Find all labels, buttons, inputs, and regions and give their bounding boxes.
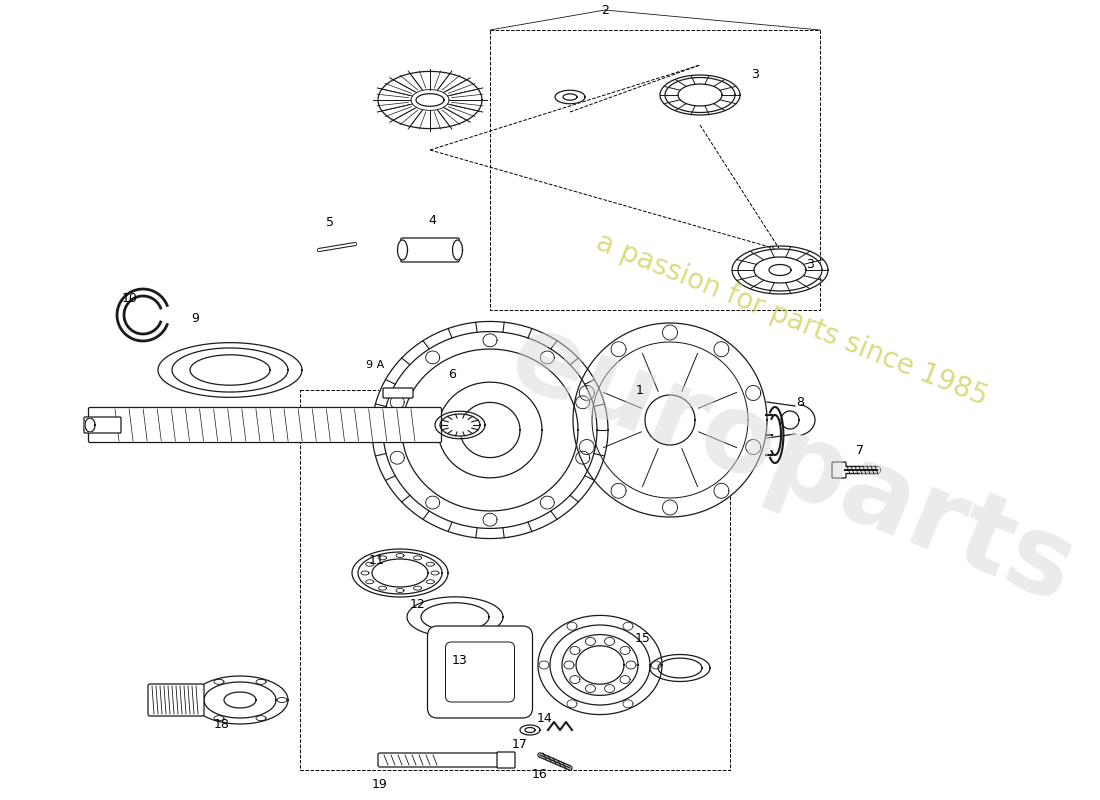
Text: 4: 4 (428, 214, 436, 226)
Text: 8: 8 (796, 395, 804, 409)
Polygon shape (540, 351, 554, 364)
Polygon shape (666, 78, 735, 113)
FancyBboxPatch shape (497, 752, 515, 768)
Text: 10: 10 (122, 291, 138, 305)
Polygon shape (372, 322, 608, 538)
Text: 5: 5 (326, 215, 334, 229)
Polygon shape (612, 342, 626, 357)
Polygon shape (538, 615, 662, 714)
Polygon shape (575, 396, 590, 409)
FancyBboxPatch shape (88, 407, 441, 442)
FancyBboxPatch shape (84, 417, 121, 433)
Polygon shape (580, 439, 594, 454)
Text: 19: 19 (372, 778, 388, 791)
Polygon shape (158, 342, 302, 398)
Text: 17: 17 (513, 738, 528, 751)
Polygon shape (662, 325, 678, 340)
Text: 9: 9 (191, 311, 199, 325)
Polygon shape (738, 249, 822, 291)
FancyBboxPatch shape (383, 388, 412, 398)
Polygon shape (407, 597, 503, 637)
Text: 11: 11 (370, 554, 385, 566)
Text: 18: 18 (214, 718, 230, 731)
Polygon shape (714, 342, 729, 357)
Polygon shape (426, 496, 440, 509)
Text: 6: 6 (448, 369, 455, 382)
Polygon shape (390, 451, 405, 464)
Polygon shape (192, 676, 288, 724)
Polygon shape (483, 334, 497, 346)
Text: 16: 16 (532, 769, 548, 782)
Text: 12: 12 (410, 598, 426, 611)
Text: 1: 1 (636, 383, 644, 397)
FancyBboxPatch shape (446, 642, 515, 702)
Polygon shape (612, 483, 626, 498)
Text: 9 A: 9 A (366, 360, 384, 370)
FancyBboxPatch shape (428, 626, 532, 718)
Polygon shape (390, 396, 405, 409)
Text: 3: 3 (751, 69, 759, 82)
Polygon shape (352, 549, 448, 597)
Text: 15: 15 (635, 631, 651, 645)
Polygon shape (573, 323, 767, 517)
Polygon shape (397, 240, 407, 260)
Text: 2: 2 (601, 3, 609, 17)
Polygon shape (575, 451, 590, 464)
Polygon shape (452, 240, 462, 260)
Text: 13: 13 (452, 654, 468, 666)
Polygon shape (662, 500, 678, 515)
Polygon shape (540, 496, 554, 509)
Text: 14: 14 (537, 711, 553, 725)
Polygon shape (556, 90, 585, 104)
Polygon shape (416, 94, 444, 106)
Polygon shape (580, 386, 594, 401)
Polygon shape (483, 514, 497, 526)
Polygon shape (650, 654, 710, 682)
Polygon shape (746, 386, 761, 401)
Text: 3: 3 (806, 258, 814, 271)
Polygon shape (714, 483, 729, 498)
Polygon shape (426, 351, 440, 364)
Polygon shape (440, 414, 480, 436)
FancyBboxPatch shape (832, 462, 846, 478)
Text: a passion for parts since 1985: a passion for parts since 1985 (592, 229, 992, 411)
Polygon shape (85, 418, 95, 432)
Polygon shape (746, 439, 761, 454)
FancyBboxPatch shape (400, 238, 460, 262)
FancyBboxPatch shape (378, 753, 502, 767)
Polygon shape (520, 725, 540, 735)
Text: europarts: europarts (494, 302, 1090, 626)
Text: 7: 7 (856, 443, 864, 457)
FancyBboxPatch shape (148, 684, 204, 716)
